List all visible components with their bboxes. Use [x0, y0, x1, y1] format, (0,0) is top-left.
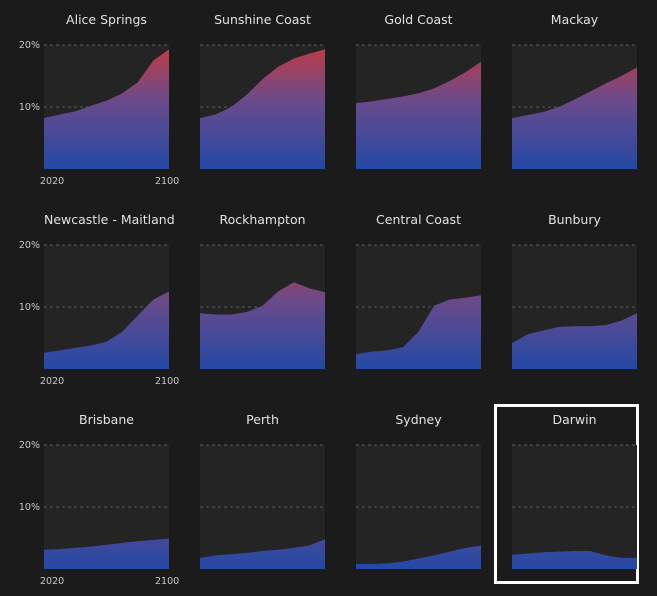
area-chart-newcastle-maitland: 20% 10% 2020 2100: [19, 240, 179, 387]
area-series-newcastle-maitland: [44, 291, 169, 369]
x-tick-label: 2020: [40, 576, 64, 587]
area-chart-central-coast: [356, 244, 481, 369]
area-series-sydney: [356, 545, 481, 569]
panel-sunshine-coast: Sunshine Coast: [160, 0, 340, 176]
panel-title: Alice Springs: [66, 12, 147, 27]
area-series-brisbane: [44, 538, 169, 569]
panel-sydney: Sydney: [316, 400, 496, 576]
panel-bunbury: Bunbury: [472, 200, 652, 376]
panel-title: Sydney: [395, 412, 442, 427]
panel-title: Perth: [246, 412, 279, 427]
area-series-central-coast: [356, 295, 481, 369]
panel-mackay: Mackay: [472, 0, 652, 176]
area-chart-bunbury: [512, 244, 637, 369]
y-tick-label: 10%: [19, 102, 40, 113]
area-series-rockhampton: [200, 282, 325, 369]
y-tick-label: 20%: [19, 40, 40, 51]
area-series-gold-coast: [356, 61, 481, 169]
panel-darwin: Darwin: [472, 400, 652, 576]
area-chart-brisbane: 20% 10% 2020 2100: [19, 440, 179, 587]
area-series-darwin: [512, 551, 637, 569]
area-chart-alice-springs: 20% 10% 2020 2100: [19, 40, 179, 187]
area-series-bunbury: [512, 313, 637, 369]
y-tick-label: 10%: [19, 302, 40, 313]
x-tick-label: 2100: [155, 376, 179, 387]
panel-perth: Perth: [160, 400, 340, 576]
panel-title: Newcastle - Maitland: [44, 212, 175, 227]
panel-title: Brisbane: [79, 412, 134, 427]
area-chart-gold-coast: [356, 44, 481, 169]
panel-rockhampton: Rockhampton: [160, 200, 340, 376]
y-tick-label: 10%: [19, 502, 40, 513]
y-tick-label: 20%: [19, 440, 40, 451]
x-tick-label: 2020: [40, 376, 64, 387]
panel-alice-springs: Alice Springs 20% 10% 2020 2100: [4, 0, 184, 187]
y-tick-label: 20%: [19, 240, 40, 251]
panel-title: Darwin: [552, 412, 597, 427]
x-tick-label: 2020: [40, 176, 64, 187]
area-series-mackay: [512, 67, 637, 169]
panel-title: Rockhampton: [219, 212, 306, 227]
area-series-alice-springs: [44, 49, 169, 170]
area-series-sunshine-coast: [200, 49, 325, 170]
panel-gold-coast: Gold Coast: [316, 0, 496, 176]
panel-title: Gold Coast: [384, 12, 453, 27]
x-tick-label: 2100: [155, 176, 179, 187]
panel-title: Sunshine Coast: [214, 12, 311, 27]
area-chart-darwin: [512, 444, 637, 569]
panel-title: Bunbury: [548, 212, 601, 227]
panel-title: Central Coast: [376, 212, 461, 227]
panel-brisbane: Brisbane 20% 10% 2020 2100: [4, 400, 184, 587]
area-chart-mackay: [512, 44, 637, 169]
area-chart-perth: [200, 444, 325, 569]
area-chart-sydney: [356, 444, 481, 569]
area-chart-rockhampton: [200, 244, 325, 369]
x-tick-label: 2100: [155, 576, 179, 587]
area-series-perth: [200, 539, 325, 569]
panel-central-coast: Central Coast: [316, 200, 496, 376]
panel-newcastle-maitland: Newcastle - Maitland 20% 10% 2020 2100: [4, 200, 184, 387]
panel-title: Mackay: [550, 12, 599, 27]
area-chart-sunshine-coast: [200, 44, 325, 170]
